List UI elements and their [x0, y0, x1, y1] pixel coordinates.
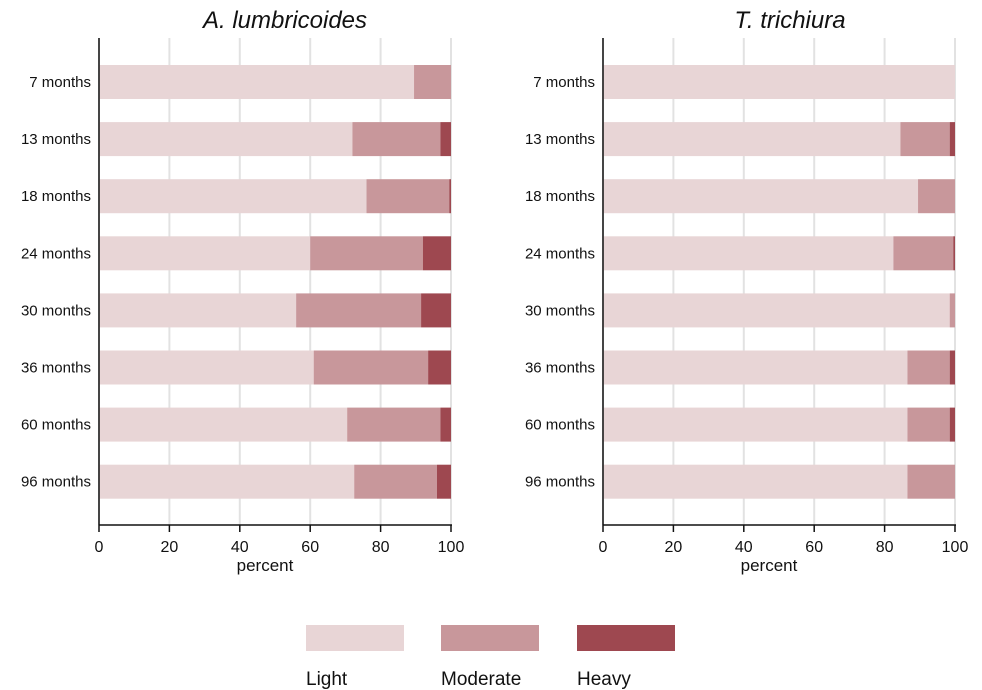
bar-7-months-light: [603, 65, 955, 99]
category-label: 36 months: [21, 360, 91, 377]
x-tick-label: 60: [301, 539, 319, 556]
x-axis-title: percent: [741, 556, 798, 575]
bar-60-months-heavy: [949, 407, 955, 442]
bar-18-months-moderate: [366, 179, 450, 214]
x-tick-label: 40: [231, 539, 249, 556]
legend-label-moderate: Moderate: [441, 669, 521, 690]
bar-24-months-heavy: [422, 236, 451, 271]
bar-13-months-heavy: [440, 122, 451, 157]
category-label: 24 months: [21, 245, 91, 262]
x-tick-label: 0: [95, 539, 104, 556]
bar-36-months-heavy: [949, 350, 955, 385]
bar-30-months-light: [99, 293, 297, 328]
bar-24-months-light: [99, 236, 311, 271]
x-tick-label: 60: [805, 539, 823, 556]
bar-60-months-moderate: [907, 407, 950, 442]
bar-60-months-moderate: [347, 407, 441, 442]
bar-7-months-moderate: [414, 65, 451, 99]
bar-7-months-light: [99, 65, 415, 99]
bar-24-months-moderate: [893, 236, 954, 271]
bar-13-months-heavy: [949, 122, 955, 157]
category-label: 18 months: [525, 188, 595, 205]
bar-96-months-light: [603, 464, 908, 499]
bar-60-months-heavy: [440, 407, 451, 442]
x-tick-label: 100: [942, 539, 969, 556]
legend: Light Moderate Heavy: [306, 625, 675, 690]
x-tick-label: 80: [876, 539, 894, 556]
x-tick-label: 80: [372, 539, 390, 556]
legend-label-light: Light: [306, 669, 348, 690]
category-label: 13 months: [21, 131, 91, 148]
bar-96-months-heavy: [436, 464, 451, 499]
bar-13-months-light: [99, 122, 353, 157]
bar-18-months-heavy: [449, 179, 451, 214]
category-label: 13 months: [525, 131, 595, 148]
bar-13-months-light: [603, 122, 901, 157]
x-axis-title: percent: [237, 556, 294, 575]
category-label: 96 months: [21, 474, 91, 491]
panel-t-trichiura: T. trichiura 7 months 13 months 18 months 24…: [525, 7, 968, 575]
panel-title: A. lumbricoides: [201, 7, 367, 34]
bar-30-months-moderate: [949, 293, 955, 328]
bar-30-months-moderate: [296, 293, 422, 328]
bar-24-months-moderate: [310, 236, 423, 271]
bar-96-months-moderate: [907, 464, 955, 499]
bar-36-months-light: [99, 350, 314, 385]
bar-24-months-light: [603, 236, 894, 271]
x-tick-label: 20: [161, 539, 179, 556]
bar-36-months-moderate: [313, 350, 429, 385]
category-label: 36 months: [525, 360, 595, 377]
legend-swatch-heavy: [577, 625, 675, 651]
bar-18-months-light: [99, 179, 367, 214]
bar-24-months-heavy: [953, 236, 955, 271]
x-tick-label: 20: [665, 539, 683, 556]
legend-label-heavy: Heavy: [577, 669, 631, 690]
category-label: 60 months: [525, 417, 595, 434]
bar-36-months-heavy: [428, 350, 451, 385]
bar-96-months-moderate: [354, 464, 437, 499]
x-tick-label: 40: [735, 539, 753, 556]
legend-swatch-light: [306, 625, 404, 651]
category-label: 30 months: [21, 302, 91, 319]
category-label: 7 months: [533, 74, 595, 91]
bar-60-months-light: [603, 407, 908, 442]
bar-36-months-light: [603, 350, 908, 385]
category-label: 96 months: [525, 474, 595, 491]
bar-30-months-heavy: [421, 293, 451, 328]
legend-swatch-moderate: [441, 625, 539, 651]
category-label: 18 months: [21, 188, 91, 205]
category-label: 7 months: [29, 74, 91, 91]
bar-18-months-light: [603, 179, 919, 214]
bar-96-months-light: [99, 464, 355, 499]
panel-title: T. trichiura: [734, 7, 845, 34]
x-tick-label: 0: [599, 539, 608, 556]
bar-13-months-moderate: [352, 122, 441, 157]
bar-36-months-moderate: [907, 350, 950, 385]
bar-13-months-moderate: [900, 122, 950, 157]
bar-30-months-light: [603, 293, 950, 328]
bar-18-months-moderate: [918, 179, 955, 214]
category-label: 30 months: [525, 302, 595, 319]
panel-a-lumbricoides: A. lumbricoides 7 months 13 months 18 month…: [21, 7, 464, 575]
bar-60-months-light: [99, 407, 348, 442]
category-label: 60 months: [21, 417, 91, 434]
x-tick-label: 100: [438, 539, 465, 556]
category-label: 24 months: [525, 245, 595, 262]
